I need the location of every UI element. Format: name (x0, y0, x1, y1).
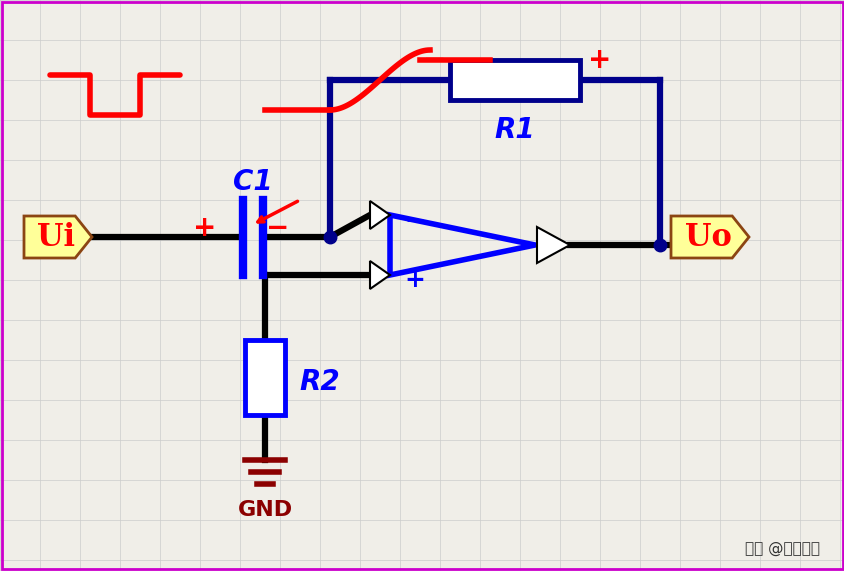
Text: 头条 @电卤药丸: 头条 @电卤药丸 (744, 541, 819, 556)
Text: +: + (404, 268, 425, 292)
Text: +: + (587, 46, 611, 74)
Text: −: − (423, 46, 446, 74)
Polygon shape (670, 216, 748, 258)
Polygon shape (537, 227, 570, 263)
Polygon shape (370, 201, 390, 229)
Polygon shape (370, 261, 390, 289)
Text: Ui: Ui (37, 222, 75, 252)
Text: +: + (193, 214, 216, 242)
Text: −: − (266, 214, 289, 242)
Text: C1: C1 (233, 168, 273, 196)
Bar (450, 60, 579, 100)
Text: R1: R1 (494, 116, 535, 144)
Bar (245, 340, 284, 415)
Polygon shape (24, 216, 92, 258)
Text: R2: R2 (300, 368, 340, 396)
Text: GND: GND (237, 500, 292, 520)
Text: Uo: Uo (684, 222, 731, 252)
Text: −: − (404, 208, 425, 232)
